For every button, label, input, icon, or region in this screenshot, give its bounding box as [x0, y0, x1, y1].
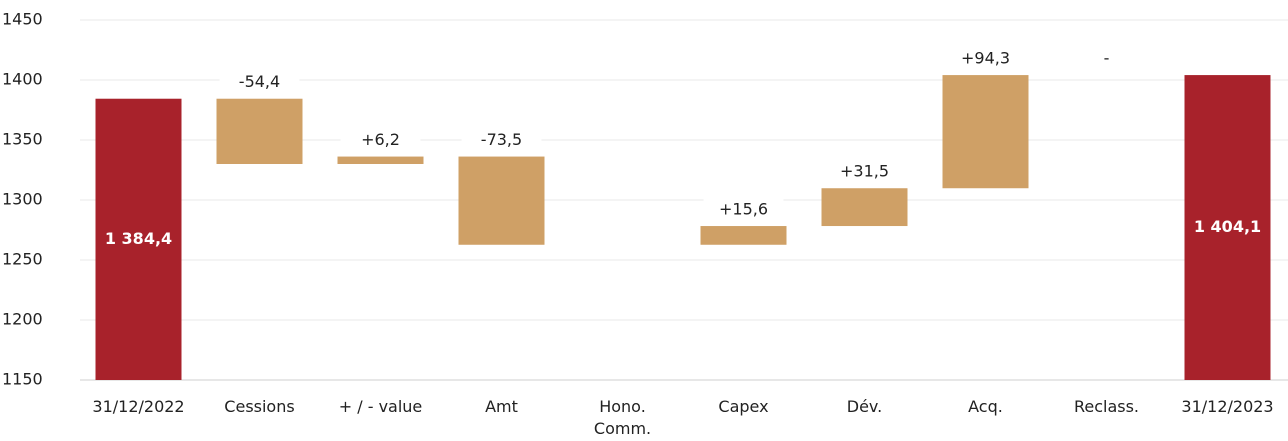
y-tick-label: 1350: [2, 130, 43, 149]
bar: [337, 156, 424, 164]
x-tick-label: 31/12/2023: [1181, 397, 1274, 416]
label-bg: [1066, 48, 1147, 71]
label-bg: [340, 129, 421, 152]
x-tick-label: Cessions: [224, 397, 295, 416]
y-tick-label: 1150: [2, 370, 43, 389]
value-label: +6,2: [361, 130, 400, 149]
bar: [95, 98, 182, 380]
value-label: -: [1104, 49, 1110, 68]
bar: [1184, 75, 1271, 380]
label-bg: [824, 161, 905, 184]
value-label: +31,5: [840, 162, 889, 181]
value-label: +94,3: [961, 49, 1010, 68]
value-label: -54,4: [239, 72, 280, 91]
y-tick-label: 1450: [2, 10, 43, 29]
label-bg: [219, 71, 300, 94]
x-tick-label: Dév.: [846, 397, 883, 416]
bar: [458, 156, 545, 245]
value-label: 1 384,4: [105, 229, 172, 248]
value-label: -73,5: [481, 130, 522, 149]
x-tick-label: Reclass.: [1073, 397, 1140, 416]
x-tick-label: + / - value: [338, 397, 423, 416]
bar: [942, 75, 1029, 189]
y-tick-label: 1200: [2, 310, 43, 329]
bar: [700, 226, 787, 245]
label-bg: [703, 199, 784, 222]
x-tick-label: Capex: [718, 397, 769, 416]
bar: [821, 188, 908, 227]
value-label: 1 404,1: [1194, 217, 1261, 236]
x-tick-label: Hono. Comm.: [593, 397, 652, 438]
value-label: +15,6: [719, 200, 768, 219]
label-bg: [945, 48, 1026, 71]
label-bg: [461, 129, 542, 152]
x-tick-label: Amt: [485, 397, 518, 416]
y-tick-label: 1250: [2, 250, 43, 269]
y-tick-label: 1300: [2, 190, 43, 209]
x-tick-label: 31/12/2022: [92, 397, 185, 416]
y-tick-label: 1400: [2, 70, 43, 89]
x-tick-label: Acq.: [968, 397, 1003, 416]
bar: [216, 98, 303, 164]
